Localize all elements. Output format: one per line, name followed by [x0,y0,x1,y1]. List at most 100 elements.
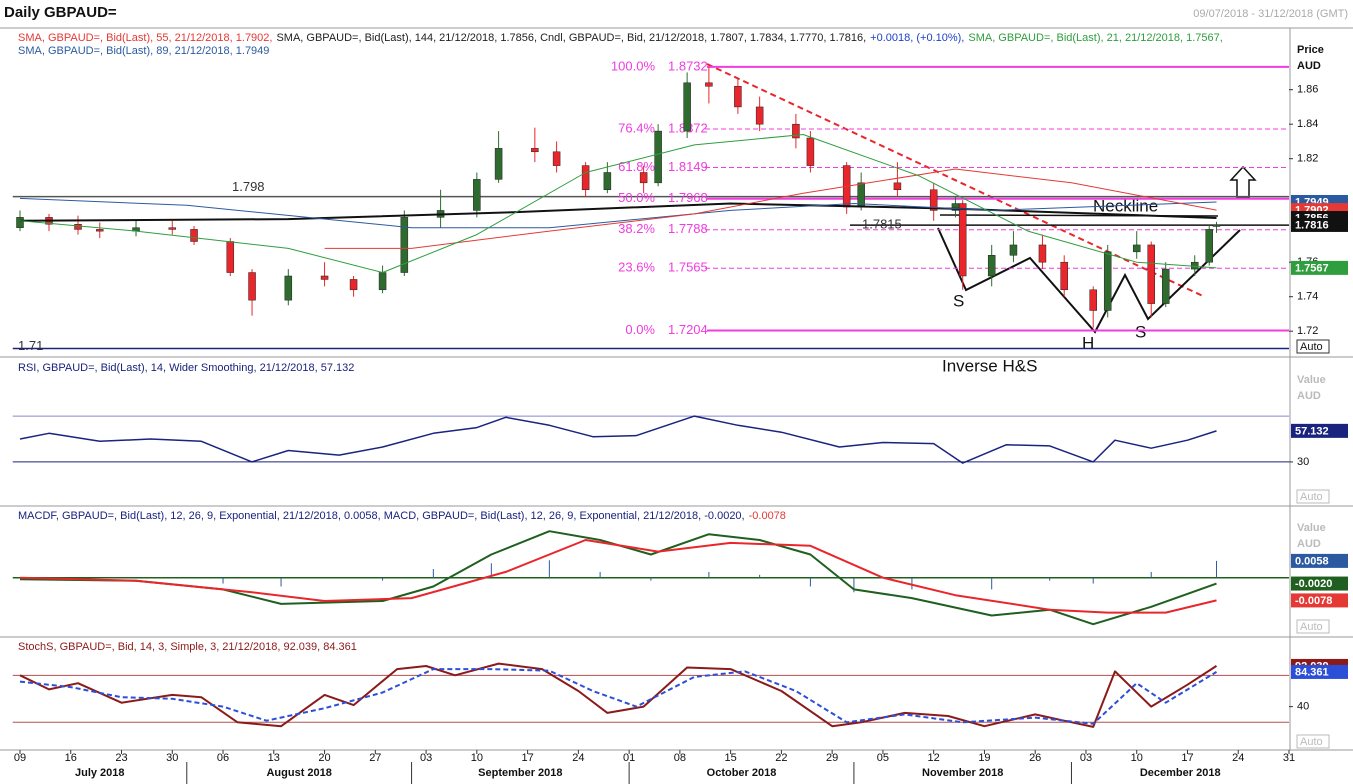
auto-label: Auto [1300,341,1323,353]
fib-percent: 61.8% [618,159,655,174]
auto-box [1296,339,1330,354]
value-box-label: 84.361 [1295,666,1329,678]
fib-value: 1.8149 [668,159,708,174]
fib-percent: 38.2% [618,221,655,236]
y-axis-unit: AUD [1297,390,1321,402]
y-tick-label: 1.86 [1297,84,1318,96]
candle-body [1009,244,1018,256]
candle-body [1205,229,1213,263]
x-tick-label: 30 [166,752,178,764]
fib-percent: 76.4% [618,120,655,135]
x-tick-label: 24 [1232,752,1244,764]
candle-body [683,82,691,132]
value-box [1291,553,1348,568]
x-tick-label: 15 [725,752,737,764]
value-box [1291,217,1348,232]
legend-entry: SMA, GBPAUD=, Bid(Last), 144, 21/12/2018… [276,32,866,44]
fib-value: 1.8732 [668,58,708,73]
panel [12,662,1289,728]
candle-body [603,172,612,190]
legend-entry: MACDF, GBPAUD=, Bid(Last), 12, 26, 9, Ex… [18,510,745,522]
value-box [1291,576,1348,591]
panel [12,415,1289,464]
value-box-label: 1.7816 [1295,219,1329,231]
date-range: 09/07/2018 - 31/12/2018 (GMT) [1193,8,1348,20]
value-box [1291,423,1348,438]
candle-body [1132,244,1141,253]
x-tick-label: 09 [14,752,26,764]
panel: 1.7981.78151.71100.0%1.873276.4%1.837261… [12,58,1289,353]
x-tick-label: 31 [1283,752,1295,764]
candle-body [639,172,648,184]
candle-body [226,241,235,273]
x-tick-label: 12 [928,752,940,764]
candle-body [1212,224,1221,227]
candle-body [1038,244,1047,263]
x-tick-label: 26 [1029,752,1041,764]
y-tick-label: 1.74 [1297,291,1318,303]
value-box-label: -0.0078 [1295,595,1332,607]
x-tick-label: 24 [572,752,584,764]
month-label: November 2018 [922,767,1003,779]
candle-body [792,123,800,139]
candle-body [1161,268,1170,304]
auto-label: Auto [1300,621,1323,633]
value-box-label: -0.0020 [1295,578,1332,590]
auto-box [1296,734,1330,749]
fib-value: 1.7968 [668,190,708,205]
candle-body [958,203,967,277]
y-tick-label: 30 [1297,456,1309,468]
trend-line [706,63,1206,298]
x-tick-label: 29 [826,752,838,764]
fib-value: 1.7788 [668,221,708,236]
series-line [19,539,1217,614]
y-tick-label: 40 [1297,701,1309,713]
candle-body [654,130,662,184]
series-line [19,197,1217,229]
legend-entry: StochS, GBPAUD=, Bid, 14, 3, Simple, 3, … [18,641,357,653]
series-line [19,530,1217,626]
fib-percent: 23.6% [618,260,655,275]
fib-percent: 0.0% [625,322,655,337]
annotation: H [1082,333,1094,352]
level-label: 1.798 [232,179,265,194]
annotation: Inverse H&S [942,356,1037,375]
value-box [1291,593,1348,608]
fib-value: 1.7204 [668,322,708,337]
candle-body [349,279,358,291]
auto-box [1296,619,1330,634]
auto-label: Auto [1300,736,1323,748]
candle-body [552,151,561,166]
x-tick-label: 20 [318,752,330,764]
candle-body [987,255,996,277]
legend-entry: SMA, GBPAUD=, Bid(Last), 55, 21/12/2018,… [18,32,272,44]
x-tick-label: 03 [420,752,432,764]
x-tick-label: 10 [471,752,483,764]
fib-value: 1.7565 [668,260,708,275]
candle-body [1089,289,1097,311]
candle-body [806,137,815,166]
candle-body [1147,244,1155,304]
pattern-drawing [706,63,1257,334]
candle-body [473,179,481,211]
x-tick-label: 13 [268,752,280,764]
chart-title: Daily GBPAUD= [4,4,117,21]
candle-body [951,203,960,211]
x-tick-label: 10 [1131,752,1143,764]
legend-entry: SMA, GBPAUD=, Bid(Last), 21, 21/12/2018,… [968,32,1222,44]
series-line [324,168,1217,249]
month-label: July 2018 [75,767,125,779]
value-box-label: 1.7567 [1295,262,1329,274]
series-line [19,134,1217,273]
value-box [1291,664,1348,679]
annotation: S [1135,322,1146,341]
candle-body [755,106,764,125]
value-box-label: 0.0058 [1295,555,1329,567]
value-box-label: 57.132 [1295,425,1329,437]
x-tick-label: 19 [978,752,990,764]
candle-body [734,85,742,108]
fib-percent: 50.0% [618,190,655,205]
x-tick-label: 17 [521,752,533,764]
legend-entry: RSI, GBPAUD=, Bid(Last), 14, Wider Smoot… [18,362,354,374]
